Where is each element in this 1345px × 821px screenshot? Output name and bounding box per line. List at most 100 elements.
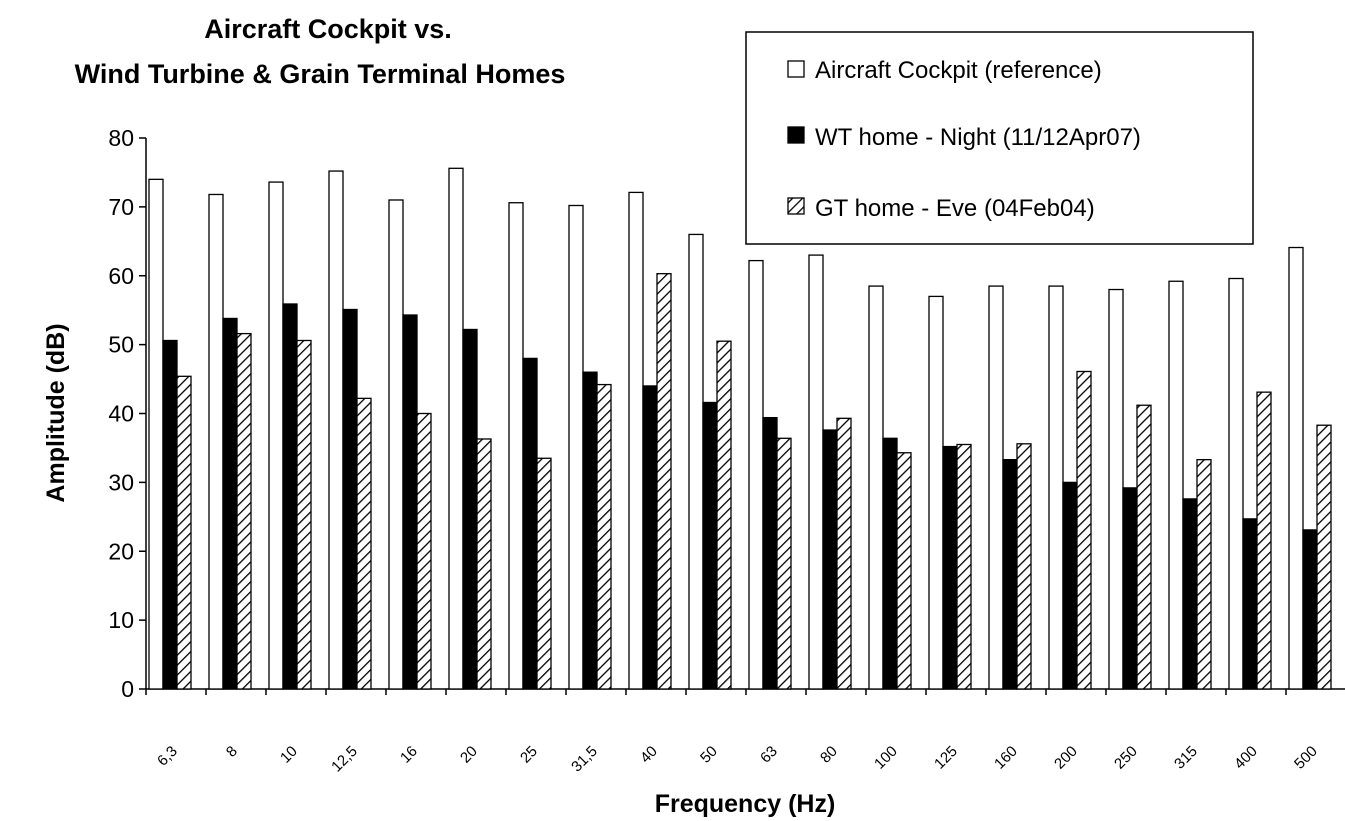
x-tick-label: 50 (697, 743, 721, 767)
wt-home-night-bar (762, 416, 778, 690)
gt-home-eve-bar (1196, 458, 1212, 690)
x-tick-label: 400 (1231, 743, 1261, 773)
gt-home-eve-bar (1316, 424, 1332, 690)
x-tick-label: 63 (757, 743, 781, 767)
aircraft-cockpit-bar (988, 285, 1004, 690)
wt-home-night-bar (1062, 481, 1078, 690)
aircraft-cockpit-bar (808, 254, 824, 690)
aircraft-cockpit-bar (568, 204, 584, 690)
wt-home-night-bar (822, 429, 838, 690)
y-tick-label: 80 (108, 125, 134, 151)
bars (148, 167, 1332, 690)
gt-home-eve-bar (656, 273, 672, 690)
x-tick-label: 10 (277, 743, 301, 767)
x-tick-label: 125 (931, 743, 961, 773)
x-tick-label: 20 (457, 743, 481, 767)
y-tick-label: 20 (108, 538, 134, 564)
wt-home-night-bar (342, 308, 358, 690)
aircraft-cockpit-bar (448, 167, 464, 690)
gt-home-eve-bar (836, 417, 852, 690)
y-tick-label: 10 (108, 607, 134, 633)
legend-swatch-wt-home-night (787, 126, 805, 144)
wt-home-night-bar (1122, 487, 1138, 690)
aircraft-cockpit-bar (688, 233, 704, 690)
legend-label-wt-home-night: WT home - Night (11/12Apr07) (815, 124, 1141, 151)
gt-home-eve-bar (356, 397, 372, 690)
gt-home-eve-bar (896, 452, 912, 690)
y-tick-label: 70 (108, 194, 134, 220)
aircraft-cockpit-bar (208, 193, 224, 690)
wt-home-night-bar (522, 357, 538, 690)
legend-swatch-aircraft-cockpit (787, 60, 805, 78)
aircraft-cockpit-bar (1048, 285, 1064, 690)
x-axis: 6,3 8 10 12,5 16 20 25 31,5 40 50 63 80 100 125 160 200… (145, 688, 1345, 776)
gt-home-eve-bar (956, 443, 972, 690)
y-tick-label: 30 (108, 469, 134, 495)
chart-title-line-2: Wind Turbine & Grain Terminal Homes (75, 59, 566, 89)
aircraft-cockpit-bar (148, 178, 164, 690)
y-tick-label: 0 (121, 676, 134, 702)
aircraft-cockpit-bar (388, 199, 404, 690)
wt-home-night-bar (642, 385, 658, 690)
x-axis-title: Frequency (Hz) (655, 790, 836, 818)
wt-home-night-bar (1242, 518, 1258, 690)
x-tick-label: 12,5 (328, 743, 361, 776)
x-tick-label: 16 (397, 743, 421, 767)
x-tick-label: 6,3 (154, 743, 181, 770)
aircraft-cockpit-bar (1168, 280, 1184, 690)
wt-home-night-bar (282, 303, 298, 690)
x-tick-label: 315 (1171, 743, 1201, 773)
wt-home-night-bar (942, 445, 958, 690)
gt-home-eve-bar (1076, 370, 1092, 690)
y-tick-label: 40 (108, 401, 134, 427)
gt-home-eve-bar (476, 438, 492, 690)
wt-home-night-bar (462, 328, 478, 690)
x-tick-label: 40 (637, 743, 661, 767)
wt-home-night-bar (222, 317, 238, 690)
wt-home-night-bar (1302, 529, 1318, 690)
gt-home-eve-bar (596, 383, 612, 690)
aircraft-cockpit-bar (928, 295, 944, 690)
legend-label-gt-home-eve: GT home - Eve (04Feb04) (815, 195, 1095, 222)
gt-home-eve-bar (536, 457, 552, 690)
gt-home-eve-bar (716, 340, 732, 690)
aircraft-cockpit-bar (628, 191, 644, 690)
legend: Aircraft Cockpit (reference) WT home - N… (745, 31, 1254, 245)
x-tick-label: 25 (517, 743, 541, 767)
gt-home-eve-bar (1136, 404, 1152, 690)
wt-home-night-bar (1182, 498, 1198, 690)
aircraft-cockpit-bar (1288, 246, 1304, 690)
wt-home-night-bar (1002, 458, 1018, 690)
gt-home-eve-bar (236, 332, 252, 690)
legend-swatch-gt-home-eve (787, 197, 805, 215)
aircraft-cockpit-bar (508, 202, 524, 690)
y-axis-title: Amplitude (dB) (42, 323, 70, 502)
gt-home-eve-bar (416, 412, 432, 690)
y-tick-label: 50 (108, 332, 134, 358)
wt-home-night-bar (702, 401, 718, 690)
x-tick-label: 8 (223, 743, 241, 761)
aircraft-cockpit-bar (748, 259, 764, 690)
aircraft-cockpit-bar (868, 285, 884, 690)
y-tick-label: 60 (108, 263, 134, 289)
aircraft-cockpit-bar (328, 170, 344, 690)
wt-home-night-bar (582, 371, 598, 690)
gt-home-eve-bar (776, 437, 792, 690)
x-tick-label: 250 (1111, 743, 1141, 773)
gt-home-eve-bar (296, 339, 312, 690)
aircraft-cockpit-bar (268, 181, 284, 690)
wt-home-night-bar (882, 437, 898, 690)
x-tick-label: 80 (817, 743, 841, 767)
wt-home-night-bar (162, 339, 178, 690)
x-tick-label: 100 (871, 743, 901, 773)
x-tick-label: 160 (991, 743, 1021, 773)
wt-home-night-bar (402, 314, 418, 690)
x-tick-label: 200 (1051, 743, 1081, 773)
y-axis: 0 10 20 30 40 50 60 70 80 (108, 125, 147, 702)
legend-box (745, 31, 1254, 245)
gt-home-eve-bar (176, 375, 192, 690)
chart-title-line-1: Aircraft Cockpit vs. (204, 14, 452, 44)
gt-home-eve-bar (1016, 443, 1032, 690)
legend-label-aircraft-cockpit: Aircraft Cockpit (reference) (815, 57, 1102, 84)
